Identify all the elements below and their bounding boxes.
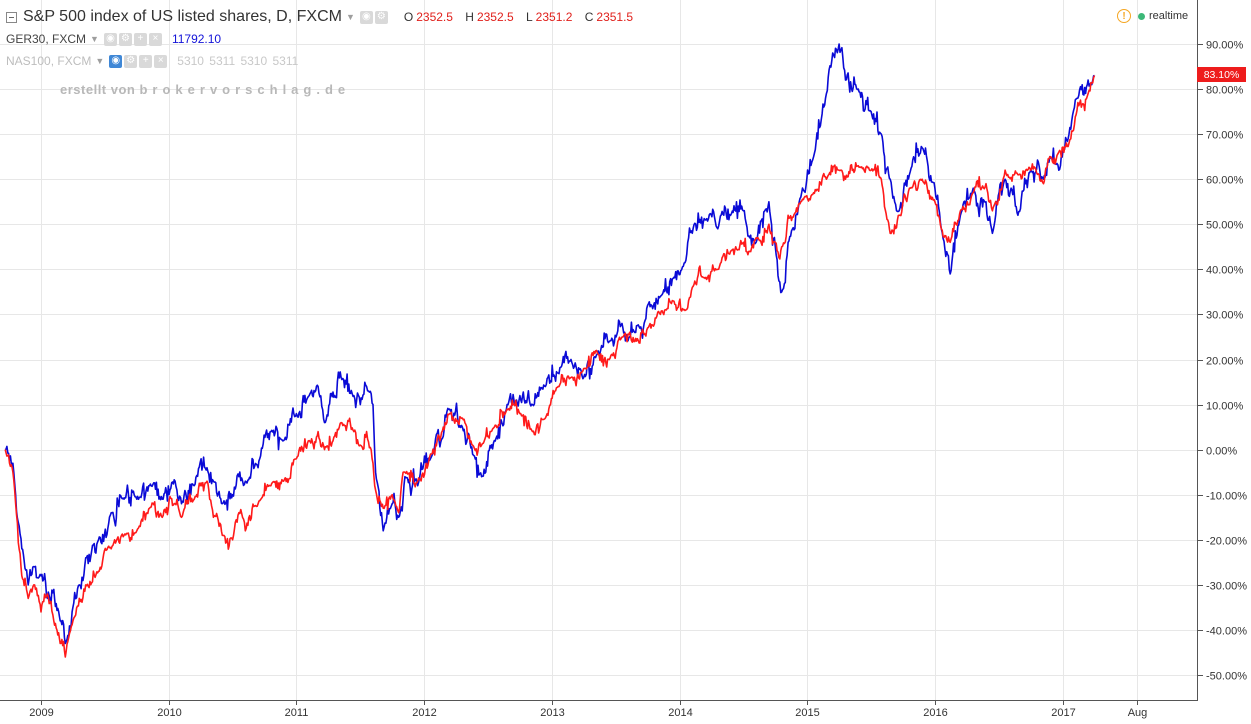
y-tick-label: 20.00% <box>1206 356 1244 368</box>
y-tick-label: 30.00% <box>1206 310 1244 322</box>
y-tick-label: 80.00% <box>1206 85 1244 97</box>
y-tick-label: 50.00% <box>1206 220 1244 232</box>
y-tick-label: 70.00% <box>1206 130 1244 142</box>
x-tick-label: 2011 <box>285 707 309 719</box>
y-tick-label: -20.00% <box>1206 536 1247 548</box>
gear-icon[interactable]: ⚙ <box>374 10 388 24</box>
plus-icon[interactable]: + <box>133 32 147 46</box>
gear-icon[interactable]: ⚙ <box>124 54 138 68</box>
warning-icon[interactable]: ! <box>1117 9 1131 23</box>
ohlc-high-key: H <box>465 10 474 24</box>
y-tick-label: 60.00% <box>1206 175 1244 187</box>
main-series-title[interactable]: S&P 500 index of US listed shares, D, FX… <box>23 8 342 25</box>
y-tick-label: 90.00% <box>1206 40 1244 52</box>
x-tick-label: 2017 <box>1051 707 1075 719</box>
comparison-value-nas100: 5310 5311 5310 5311 <box>177 54 299 68</box>
realtime-label: realtime <box>1149 10 1189 22</box>
x-tick-label: 2009 <box>29 707 53 719</box>
x-tick-label: 2013 <box>540 707 564 719</box>
y-tick-label: -40.00% <box>1206 626 1247 638</box>
comparison-row-nas100: NAS100, FXCM ▼ ◉ ⚙ + × 5310 5311 5310 53… <box>6 54 298 68</box>
series-layer[interactable] <box>4 43 1096 658</box>
comparison-value-ger30: 11792.10 <box>171 32 222 46</box>
close-icon[interactable]: × <box>148 32 162 46</box>
eye-icon[interactable]: ◉ <box>109 54 123 68</box>
grid-layer <box>0 0 1197 700</box>
collapse-icon[interactable] <box>6 11 17 23</box>
status-dot-icon <box>1138 12 1145 20</box>
chevron-down-icon[interactable]: ▼ <box>95 56 105 66</box>
legend-panel: S&P 500 index of US listed shares, D, FX… <box>0 0 1198 110</box>
watermark-prefix: erstellt von <box>60 82 136 97</box>
x-tick-label: 2012 <box>412 707 436 719</box>
ohlc-open-key: O <box>403 10 414 24</box>
eye-icon[interactable]: ◉ <box>359 10 373 24</box>
y-tick-label: 10.00% <box>1206 401 1244 413</box>
chevron-down-icon[interactable]: ▼ <box>345 12 355 22</box>
close-icon[interactable]: × <box>154 54 168 68</box>
watermark: erstellt von brokervorschlag.de <box>60 82 350 97</box>
comparison-label-nas100[interactable]: NAS100, FXCM <box>6 54 92 68</box>
chevron-down-icon[interactable]: ▼ <box>90 34 99 44</box>
x-tick-label: Aug <box>1128 707 1148 719</box>
comparison-label-ger30[interactable]: GER30, FXCM <box>6 32 87 46</box>
ohlc-readout: O 2352.5 H 2352.5 L 2351.2 C 2351.5 <box>404 10 642 24</box>
series-line-sp500[interactable] <box>4 75 1096 658</box>
ohlc-low-key: L <box>525 10 533 24</box>
y-tick-label: 40.00% <box>1206 265 1244 277</box>
plus-icon[interactable]: + <box>139 54 153 68</box>
gear-icon[interactable]: ⚙ <box>118 32 132 46</box>
last-value-badge: 83.10% <box>1197 67 1246 82</box>
y-tick-labels: 90.00% 80.00% 70.00% 60.00% 50.00% 40.00% 30.0… <box>1198 40 1247 683</box>
ohlc-close-key: C <box>584 10 594 24</box>
ohlc-low-value: 2351.2 <box>535 10 573 24</box>
y-tick-label: -30.00% <box>1206 581 1247 593</box>
y-tick-label: -10.00% <box>1206 491 1247 503</box>
y-tick-label: -50.00% <box>1206 671 1247 683</box>
x-tick-label: 2010 <box>157 707 181 719</box>
y-axis-panel <box>1198 0 1251 700</box>
x-tick-label: 2015 <box>795 707 819 719</box>
y-tick-label: 0.00% <box>1206 446 1237 458</box>
series-line-ger30[interactable] <box>4 43 1095 645</box>
ohlc-open-value: 2352.5 <box>416 10 453 24</box>
x-tick-label: 2016 <box>923 707 947 719</box>
x-tick-label: 2014 <box>668 707 692 719</box>
realtime-indicator[interactable]: ! realtime <box>1117 9 1188 23</box>
comparison-row-ger30: GER30, FXCM ▼ ◉ ⚙ + × 11792.10 <box>6 32 221 46</box>
main-series-row: S&P 500 index of US listed shares, D, FX… <box>6 8 642 26</box>
x-tick-labels: 2009 2010 2011 2012 2013 2014 2015 2016 2017 Aug <box>29 700 1147 719</box>
eye-icon[interactable]: ◉ <box>103 32 117 46</box>
watermark-domain: brokervorschlag.de <box>139 82 351 97</box>
ohlc-close-value: 2351.5 <box>596 10 634 24</box>
ohlc-high-value: 2352.5 <box>476 10 514 24</box>
